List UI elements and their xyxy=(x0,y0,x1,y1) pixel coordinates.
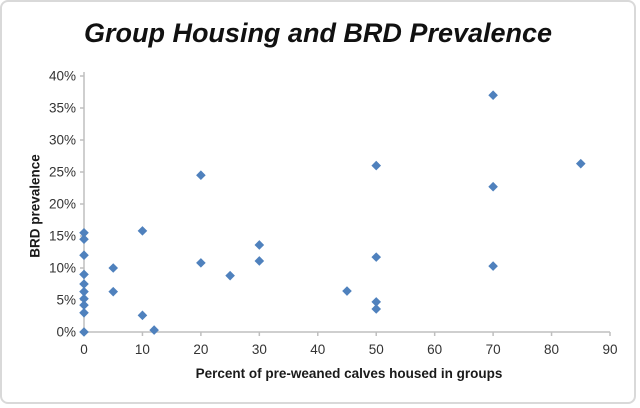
x-tick-label: 70 xyxy=(486,342,501,357)
data-point xyxy=(79,279,89,289)
data-point xyxy=(371,252,382,262)
data-point xyxy=(79,293,89,304)
data-point xyxy=(79,228,89,238)
y-tick-label: 25% xyxy=(49,165,76,180)
x-tick-label: 60 xyxy=(427,342,442,357)
data-point xyxy=(488,261,498,271)
data-point xyxy=(254,240,265,250)
y-tick-label: 10% xyxy=(49,261,76,276)
y-tick-label: 35% xyxy=(49,101,76,116)
data-point xyxy=(254,256,265,266)
data-point xyxy=(79,286,89,297)
y-tick-label: 30% xyxy=(49,133,76,148)
x-tick-label: 40 xyxy=(310,342,325,357)
x-tick-label: 50 xyxy=(369,342,384,357)
data-point xyxy=(108,286,119,297)
y-tick-label: 15% xyxy=(49,229,76,244)
chart-title: Group Housing and BRD Prevalence xyxy=(83,18,553,48)
y-tick-label: 0% xyxy=(56,325,76,340)
x-tick-label: 0 xyxy=(80,342,88,357)
data-point xyxy=(196,258,206,268)
x-tick-label: 10 xyxy=(135,342,150,357)
data-point xyxy=(79,327,89,337)
x-tick-label: 80 xyxy=(544,342,559,357)
data-point xyxy=(371,160,382,171)
y-tick-label: 5% xyxy=(56,293,76,308)
data-point xyxy=(371,304,382,314)
data-point xyxy=(79,308,89,318)
y-tick-label: 40% xyxy=(49,69,76,84)
x-tick-label: 20 xyxy=(193,342,208,357)
scatter-plot-area: 0% 5% 10% 15% 20% 25% 30% 35% 40% 0 10 20 30 40 50 60 70… xyxy=(49,69,618,358)
y-tick-label: 20% xyxy=(49,197,76,212)
data-point xyxy=(137,226,148,236)
data-point xyxy=(342,286,352,296)
data-point xyxy=(79,250,89,260)
data-point xyxy=(79,234,89,244)
data-point xyxy=(79,300,89,310)
x-tick-label: 30 xyxy=(252,342,267,357)
data-point xyxy=(488,181,498,192)
data-point xyxy=(79,269,89,280)
x-axis-title: Percent of pre-weaned calves housed in g… xyxy=(195,366,503,381)
data-point xyxy=(488,90,498,100)
data-point xyxy=(137,310,148,321)
data-point xyxy=(225,270,235,281)
data-point xyxy=(196,170,206,180)
data-point xyxy=(149,325,159,335)
data-point xyxy=(108,263,119,273)
data-point xyxy=(575,158,586,169)
data-point xyxy=(371,297,382,307)
x-tick-label: 90 xyxy=(602,342,617,357)
